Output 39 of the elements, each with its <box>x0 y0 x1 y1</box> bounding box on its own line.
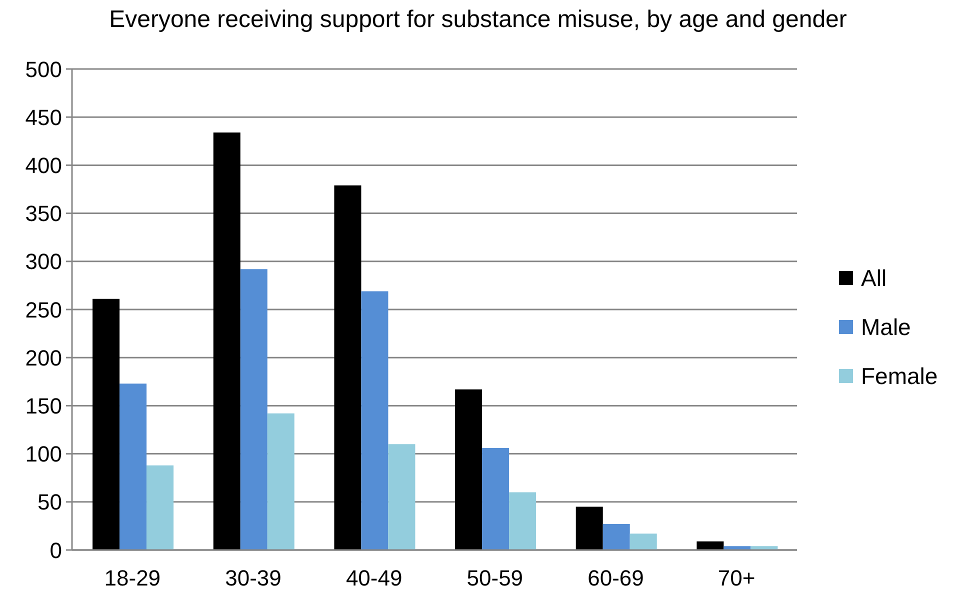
y-tick-label: 350 <box>25 201 62 226</box>
bar <box>576 506 603 550</box>
bar <box>482 448 510 550</box>
x-tick-label: 70+ <box>718 566 756 591</box>
bar <box>630 534 657 550</box>
legend-label: All <box>861 264 887 292</box>
bar <box>334 185 362 550</box>
bar <box>146 465 174 550</box>
y-tick-label: 150 <box>25 394 62 419</box>
y-tick-label: 100 <box>25 442 62 467</box>
x-tick-label: 60-69 <box>588 566 644 591</box>
y-tick-label: 400 <box>25 153 62 178</box>
y-tick-label: 200 <box>25 345 62 370</box>
y-tick-label: 0 <box>50 538 62 563</box>
bar <box>213 132 240 550</box>
x-tick-label: 30-39 <box>225 566 282 591</box>
bar <box>750 546 778 550</box>
bar <box>509 492 536 550</box>
y-tick-label: 450 <box>25 104 62 130</box>
bar <box>602 524 630 550</box>
bar <box>696 541 724 550</box>
y-tick-label: 50 <box>38 490 62 515</box>
legend-label: Male <box>861 314 911 340</box>
chart-title: Everyone receiving support for substance misuse, by age and gender <box>108 5 848 35</box>
x-tick-label: 40-49 <box>346 566 402 591</box>
bar <box>120 384 147 550</box>
bar <box>455 389 482 550</box>
bar <box>361 291 388 550</box>
x-tick-label: 18-29 <box>104 566 161 591</box>
bar <box>724 546 751 550</box>
y-tick-label: 500 <box>25 56 62 82</box>
legend-label: Female <box>861 362 938 390</box>
bar <box>388 444 416 550</box>
bar <box>267 413 294 550</box>
bar <box>240 269 268 550</box>
y-tick-label: 250 <box>25 297 62 322</box>
bar <box>92 298 120 550</box>
y-tick-label: 300 <box>25 249 62 274</box>
x-tick-label: 50-59 <box>466 566 524 591</box>
